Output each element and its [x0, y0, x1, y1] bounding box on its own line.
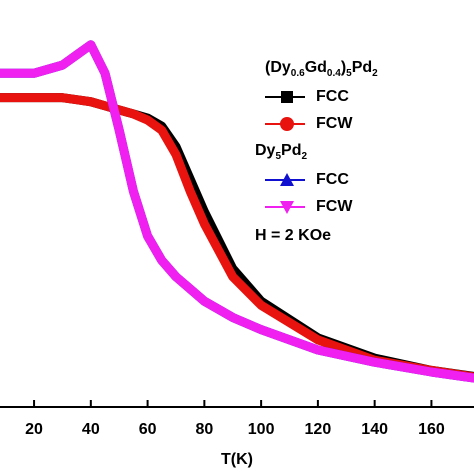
- x-tick-label: 40: [82, 421, 100, 438]
- legend-marker: [280, 173, 294, 186]
- x-tick-label: 100: [248, 421, 275, 438]
- series-line: [0, 40, 474, 383]
- x-tick-label: 60: [139, 421, 157, 438]
- legend-label: FCW: [316, 115, 353, 132]
- x-tick-label: 120: [305, 421, 332, 438]
- legend-marker: [280, 201, 294, 214]
- legend-marker: [280, 117, 294, 131]
- legend-label: FCW: [316, 198, 353, 215]
- x-tick-label: 80: [195, 421, 213, 438]
- x-tick-label: 140: [361, 421, 388, 438]
- x-tick-label: 20: [25, 421, 43, 438]
- legend-label: FCC: [316, 88, 349, 105]
- legend-marker: [281, 91, 293, 103]
- series-line: [0, 93, 474, 381]
- series-line: [0, 93, 474, 382]
- annotation: H = 2 KOe: [255, 227, 331, 244]
- x-tick-label: 160: [418, 421, 445, 438]
- legend-group-label: Dy5Pd2: [255, 142, 307, 161]
- x-axis-label: T(K): [221, 451, 253, 468]
- legend-label: FCC: [316, 171, 349, 188]
- legend-group-label: (Dy0.6Gd0.4)5Pd2: [265, 59, 378, 78]
